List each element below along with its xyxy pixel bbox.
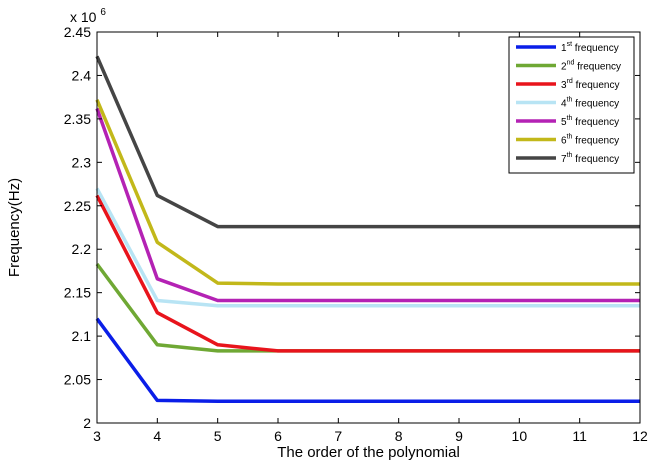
series-line-3 <box>95 194 640 353</box>
y-axis-multiplier: x 10 6 <box>70 7 106 25</box>
legend-label-number: 4 <box>561 99 567 110</box>
legend-label-number: 1 <box>561 43 567 54</box>
y-axis-label: Frequency(Hz) <box>6 178 23 277</box>
x-tick-label: 12 <box>632 428 648 444</box>
legend-label-number: 2 <box>561 62 567 73</box>
legend-label-text: frequency <box>572 99 619 110</box>
y-axis-ticks: 2 2.05 2.1 2.15 2.2 2.25 2.3 2.35 2.4 2.45 <box>64 24 640 431</box>
y-tick-label: 2.1 <box>72 328 92 344</box>
legend-label-number: 7 <box>561 154 567 165</box>
legend-label-text: frequency <box>573 80 620 91</box>
y-tick-label: 2.25 <box>64 198 91 214</box>
legend-label-4: 4th frequency <box>561 97 619 110</box>
x-tick-label: 7 <box>334 428 342 444</box>
x-tick-label: 8 <box>395 428 403 444</box>
y-tick-label: 2.05 <box>64 372 91 388</box>
x-tick-label: 5 <box>214 428 222 444</box>
legend-label-ordinal: th <box>567 115 573 122</box>
series-lines <box>95 55 640 404</box>
legend-label-text: frequency <box>572 154 619 165</box>
x-axis-ticks: 3 4 5 6 7 8 9 10 11 12 <box>93 32 648 444</box>
y-tick-label: 2.15 <box>64 285 91 301</box>
legend-box <box>508 36 635 174</box>
x-tick-label: 11 <box>572 428 587 444</box>
y-axis-multiplier-exponent: 6 <box>100 7 106 18</box>
x-axis-label: The order of the polynomial <box>277 444 460 461</box>
series-line-7 <box>95 55 640 229</box>
y-axis-multiplier-base: x 10 <box>70 9 97 25</box>
legend-label-ordinal: nd <box>567 60 575 67</box>
y-tick-label: 2.4 <box>72 67 92 83</box>
legend-label-text: frequency <box>572 117 619 128</box>
y-tick-label: 2 <box>83 415 91 431</box>
legend-label-ordinal: st <box>567 41 573 48</box>
series-line-6 <box>95 99 640 286</box>
series-line-1 <box>95 317 640 404</box>
series-line-4 <box>95 187 640 308</box>
legend-label-number: 6 <box>561 136 567 147</box>
x-tick-label: 10 <box>512 428 528 444</box>
legend-label-text: frequency <box>572 136 619 147</box>
y-tick-label: 2.45 <box>64 24 91 40</box>
series-line-5 <box>95 107 640 303</box>
x-tick-label: 3 <box>93 428 101 444</box>
legend-label-text: frequency <box>574 62 621 73</box>
legend-label-text: frequency <box>572 43 619 54</box>
y-tick-label: 2.3 <box>72 154 92 170</box>
x-tick-label: 6 <box>274 428 282 444</box>
x-tick-label: 4 <box>153 428 161 444</box>
plot-area-frame <box>96 31 641 424</box>
legend-label-5: 5th frequency <box>561 115 619 128</box>
legend-label-ordinal: rd <box>567 78 573 85</box>
legend-label-ordinal: th <box>567 134 573 141</box>
y-tick-label: 2.2 <box>72 241 92 257</box>
legend-label-ordinal: th <box>567 97 573 104</box>
x-tick-label: 9 <box>455 428 463 444</box>
legend-label-number: 5 <box>561 117 567 128</box>
legend-label-7: 7th frequency <box>561 152 619 165</box>
legend-label-3: 3rd frequency <box>561 78 620 91</box>
legend-label-number: 3 <box>561 80 567 91</box>
legend-label-ordinal: th <box>567 152 573 159</box>
legend-label-1: 1st frequency <box>561 41 619 54</box>
legend-label-6: 6th frequency <box>561 134 619 147</box>
y-tick-label: 2.35 <box>64 111 91 127</box>
legend-label-2: 2nd frequency <box>561 60 621 73</box>
